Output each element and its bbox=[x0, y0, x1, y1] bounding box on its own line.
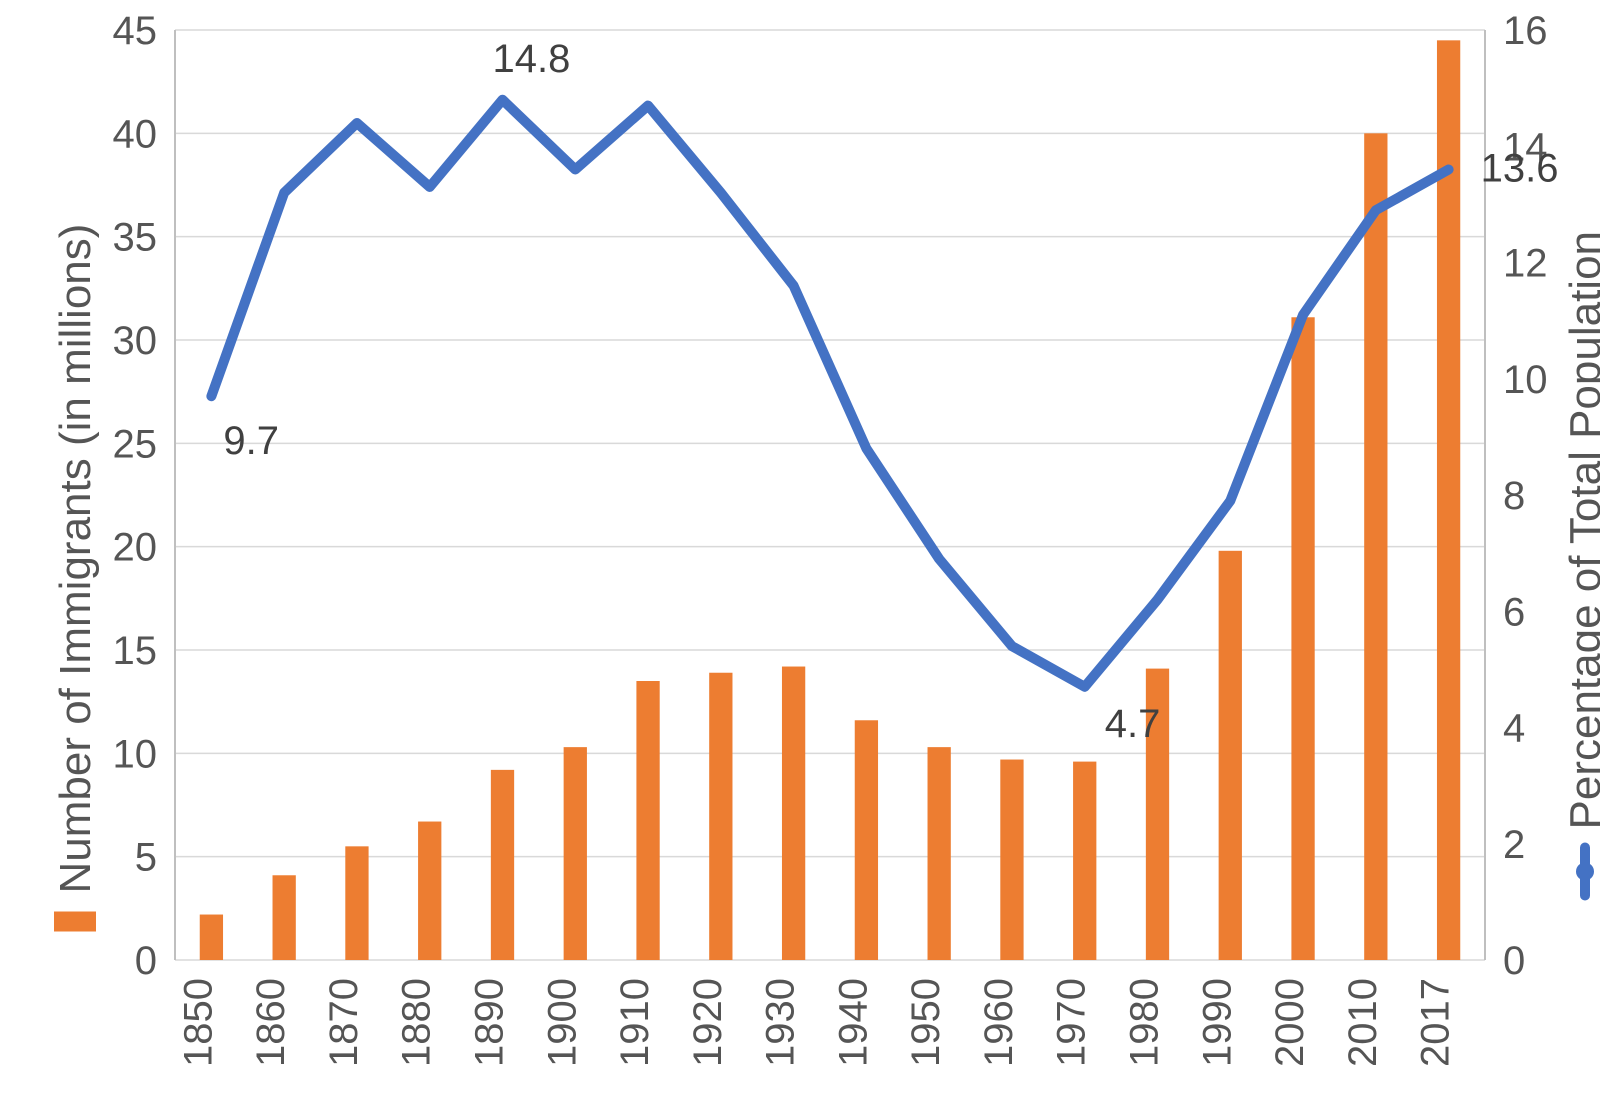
bar bbox=[1000, 760, 1023, 960]
x-tick-label: 1960 bbox=[977, 978, 1021, 1067]
immigrant-population-chart: 0510152025303540450246810121416185018601… bbox=[0, 0, 1600, 1120]
x-tick-label: 1870 bbox=[322, 978, 366, 1067]
y-right-tick-label: 12 bbox=[1503, 242, 1548, 286]
y-right-tick-label: 4 bbox=[1503, 707, 1525, 751]
y-left-tick-label: 40 bbox=[113, 112, 158, 156]
x-tick-label: 1970 bbox=[1050, 978, 1094, 1067]
x-tick-label: 1910 bbox=[613, 978, 657, 1067]
data-point-label: 4.7 bbox=[1105, 702, 1161, 746]
y-left-tick-label: 45 bbox=[113, 9, 158, 53]
x-tick-label: 1880 bbox=[395, 978, 439, 1067]
bar bbox=[200, 915, 223, 960]
x-tick-label: 1940 bbox=[831, 978, 875, 1067]
x-tick-label: 1950 bbox=[904, 978, 948, 1067]
bar bbox=[1219, 551, 1242, 960]
data-point-label: 9.7 bbox=[223, 419, 279, 463]
y-right-tick-label: 2 bbox=[1503, 823, 1525, 867]
y-right-title: Percentage of Total Population bbox=[1561, 231, 1600, 830]
bar bbox=[564, 747, 587, 960]
y-left-tick-label: 20 bbox=[113, 526, 158, 570]
bar bbox=[345, 846, 368, 960]
x-tick-label: 1980 bbox=[1123, 978, 1167, 1067]
bar bbox=[928, 747, 951, 960]
y-right-tick-label: 8 bbox=[1503, 474, 1525, 518]
bar bbox=[1291, 317, 1314, 960]
y-left-tick-label: 10 bbox=[113, 732, 158, 776]
legend-swatch-bar bbox=[54, 912, 96, 932]
bar bbox=[782, 667, 805, 960]
x-tick-label: 1930 bbox=[759, 978, 803, 1067]
y-right-tick-label: 6 bbox=[1503, 590, 1525, 634]
y-left-tick-label: 35 bbox=[113, 216, 158, 260]
bar bbox=[273, 875, 296, 960]
legend-swatch-dot bbox=[1576, 863, 1594, 881]
x-tick-label: 1900 bbox=[540, 978, 584, 1067]
x-tick-label: 1920 bbox=[686, 978, 730, 1067]
bar bbox=[855, 720, 878, 960]
y-left-tick-label: 25 bbox=[113, 422, 158, 466]
bar bbox=[636, 681, 659, 960]
bar bbox=[418, 822, 441, 960]
x-tick-label: 2017 bbox=[1414, 978, 1458, 1067]
bar bbox=[1073, 762, 1096, 960]
y-left-tick-label: 5 bbox=[135, 836, 157, 880]
bar bbox=[491, 770, 514, 960]
y-left-title: Number of Immigrants (in millions) bbox=[51, 224, 100, 894]
bar bbox=[709, 673, 732, 960]
x-tick-label: 1850 bbox=[176, 978, 220, 1067]
y-right-tick-label: 10 bbox=[1503, 358, 1548, 402]
x-tick-label: 1860 bbox=[249, 978, 293, 1067]
bar bbox=[1364, 133, 1387, 960]
y-left-tick-label: 30 bbox=[113, 319, 158, 363]
x-tick-label: 1890 bbox=[468, 978, 512, 1067]
x-tick-label: 1990 bbox=[1195, 978, 1239, 1067]
x-tick-label: 2010 bbox=[1341, 978, 1385, 1067]
data-point-label: 14.8 bbox=[493, 37, 571, 81]
y-right-tick-label: 0 bbox=[1503, 939, 1525, 983]
y-left-tick-label: 15 bbox=[113, 629, 158, 673]
y-left-legend: Number of Immigrants (in millions) bbox=[51, 224, 100, 932]
percentage-line bbox=[211, 100, 1448, 687]
y-left-tick-label: 0 bbox=[135, 939, 157, 983]
y-right-legend: Percentage of Total Population bbox=[1561, 231, 1600, 896]
x-tick-label: 2000 bbox=[1268, 978, 1312, 1067]
data-point-label: 13.6 bbox=[1481, 147, 1559, 191]
y-right-tick-label: 16 bbox=[1503, 9, 1548, 53]
chart-svg: 0510152025303540450246810121416185018601… bbox=[0, 0, 1600, 1120]
